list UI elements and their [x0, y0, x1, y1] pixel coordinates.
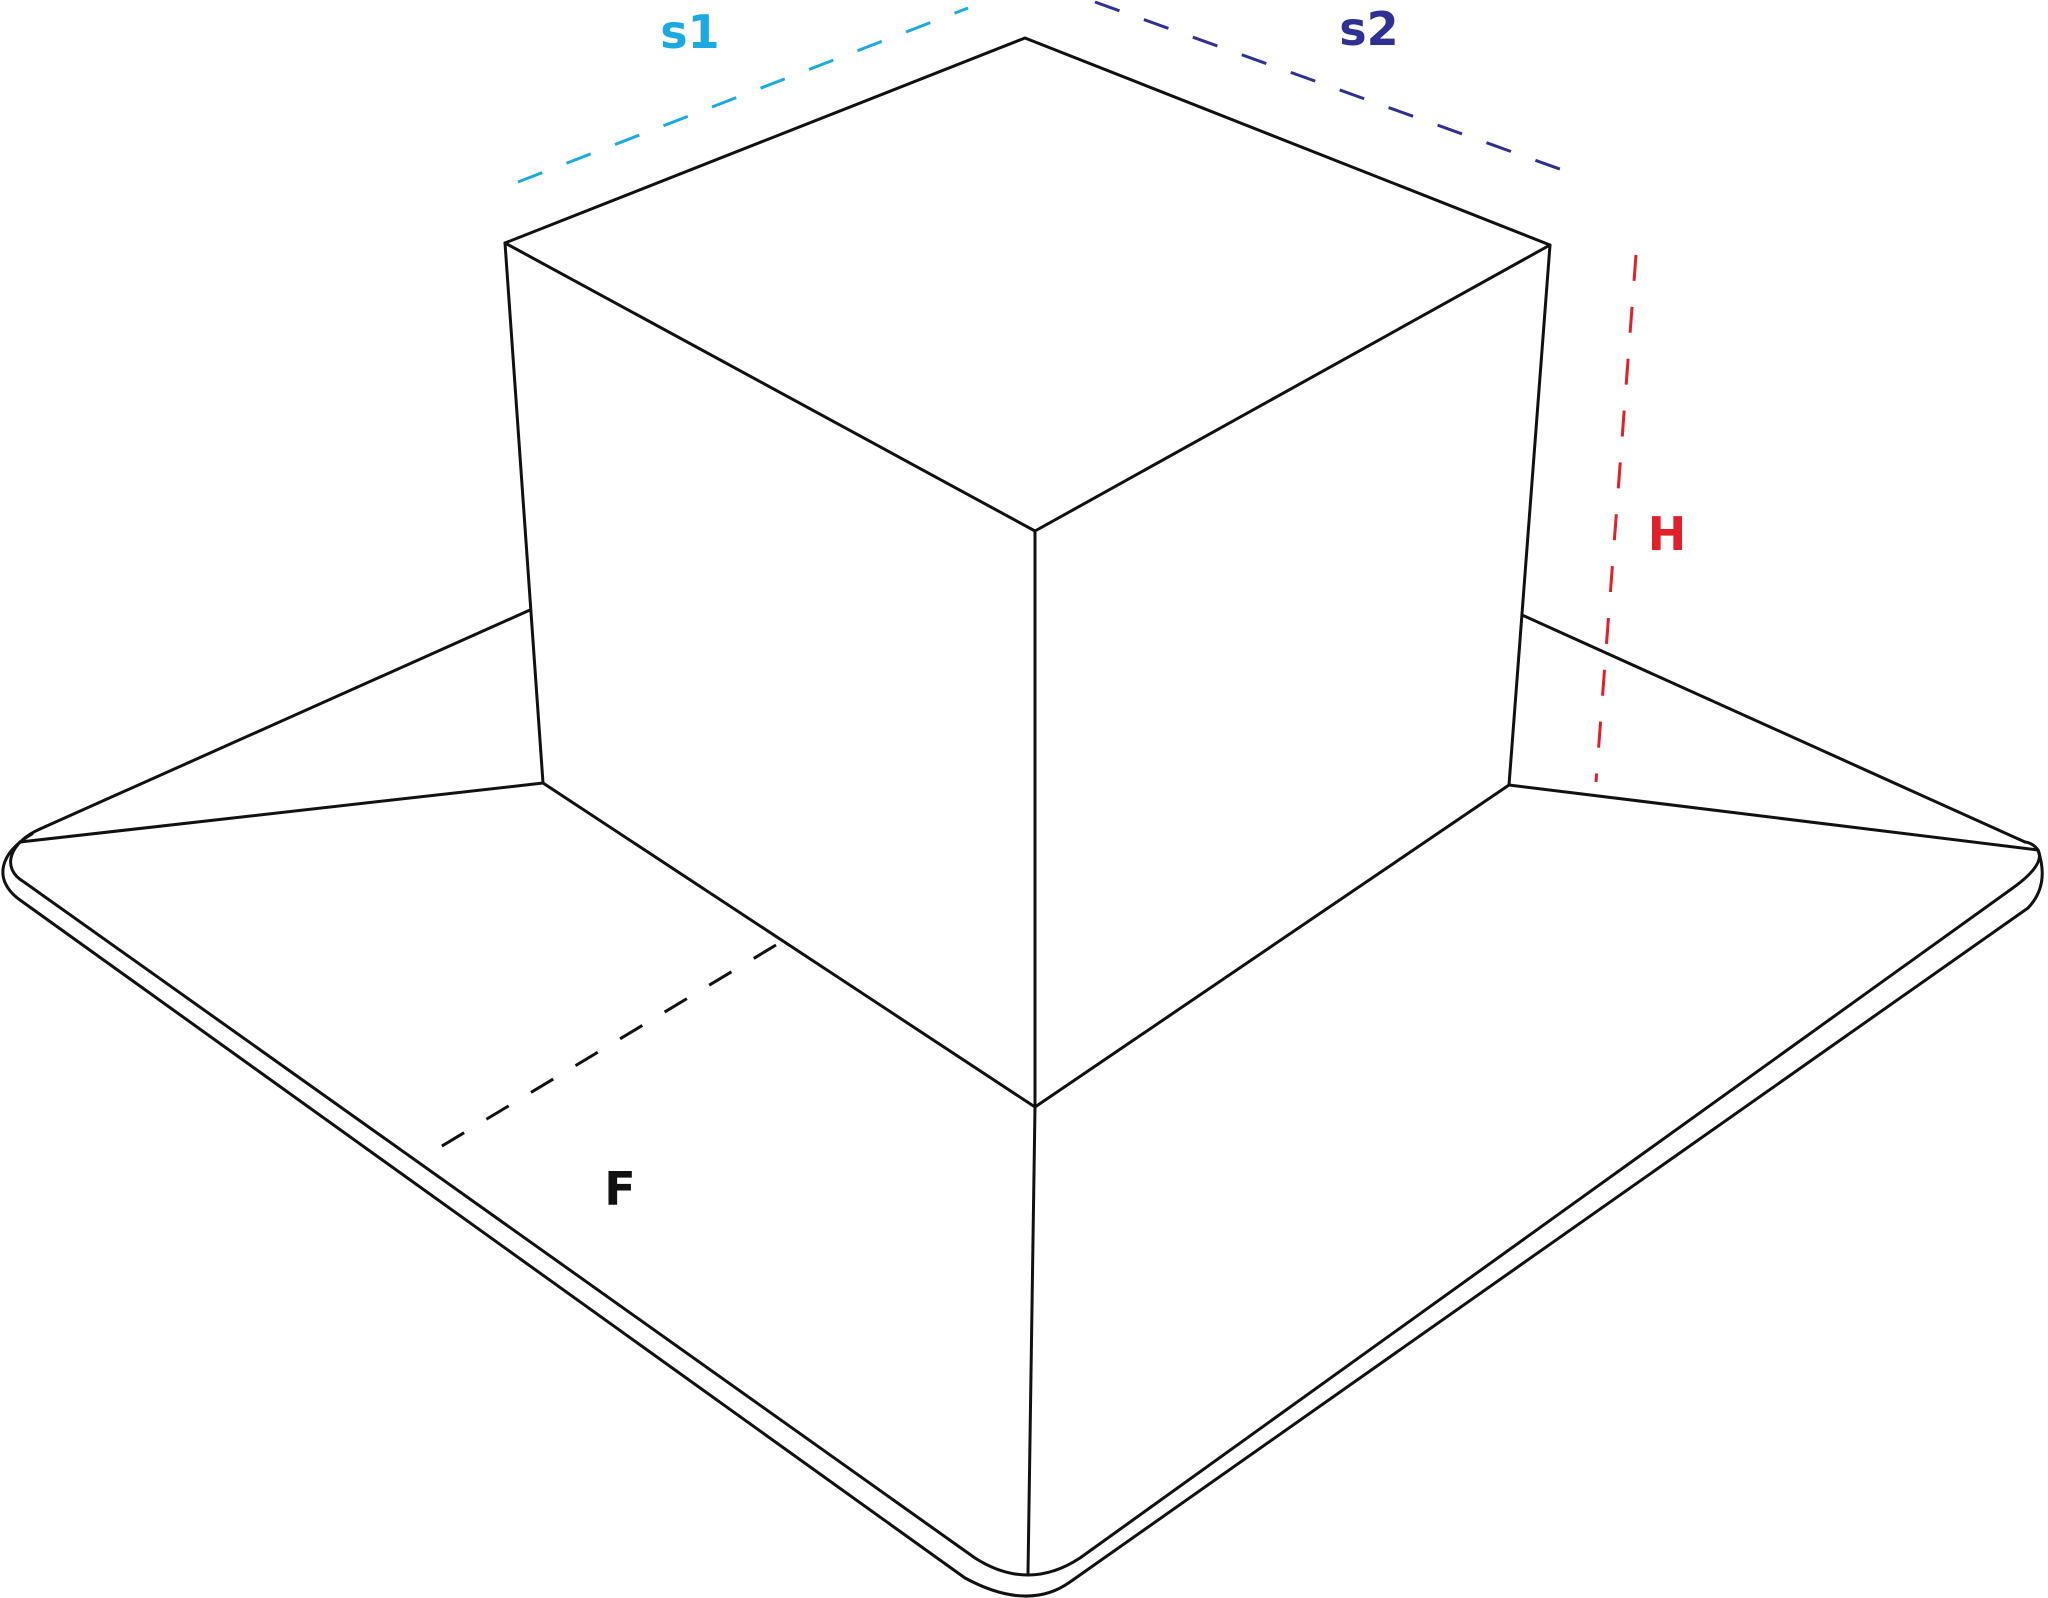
box-left-vertical-edge — [503, 241, 545, 785]
s2-label: s2 — [1339, 2, 1398, 56]
flange-right-back-edge — [1520, 613, 2027, 844]
dimensions — [431, 0, 1638, 1154]
flange — [1, 608, 2044, 1598]
box-bottom-right-edge — [1033, 783, 1511, 1109]
flange-left-fold-line — [18, 781, 545, 844]
flange-outer-outline — [1, 832, 2044, 1598]
flange-left-back-edge — [38, 608, 532, 831]
s1-label: s1 — [660, 5, 719, 59]
box-bottom-left-edge — [541, 781, 1037, 1109]
box-top-face — [503, 36, 1552, 533]
f-dimension-line — [431, 943, 777, 1154]
s1-dimension-line — [517, 6, 969, 184]
s2-dimension-line — [1094, 0, 1569, 174]
flange-right-fold-line — [1507, 783, 2040, 852]
f-label: F — [604, 1162, 635, 1216]
flange-front-fold-line — [1026, 1105, 1037, 1575]
box-right-vertical-edge — [1507, 243, 1552, 787]
dimension-labels: s1 s2 H F — [604, 2, 1686, 1216]
h-dimension-line — [1594, 254, 1638, 783]
flange-inner-outline — [9, 827, 2041, 1577]
h-label: H — [1648, 507, 1687, 561]
upstand-box — [503, 36, 1552, 1109]
